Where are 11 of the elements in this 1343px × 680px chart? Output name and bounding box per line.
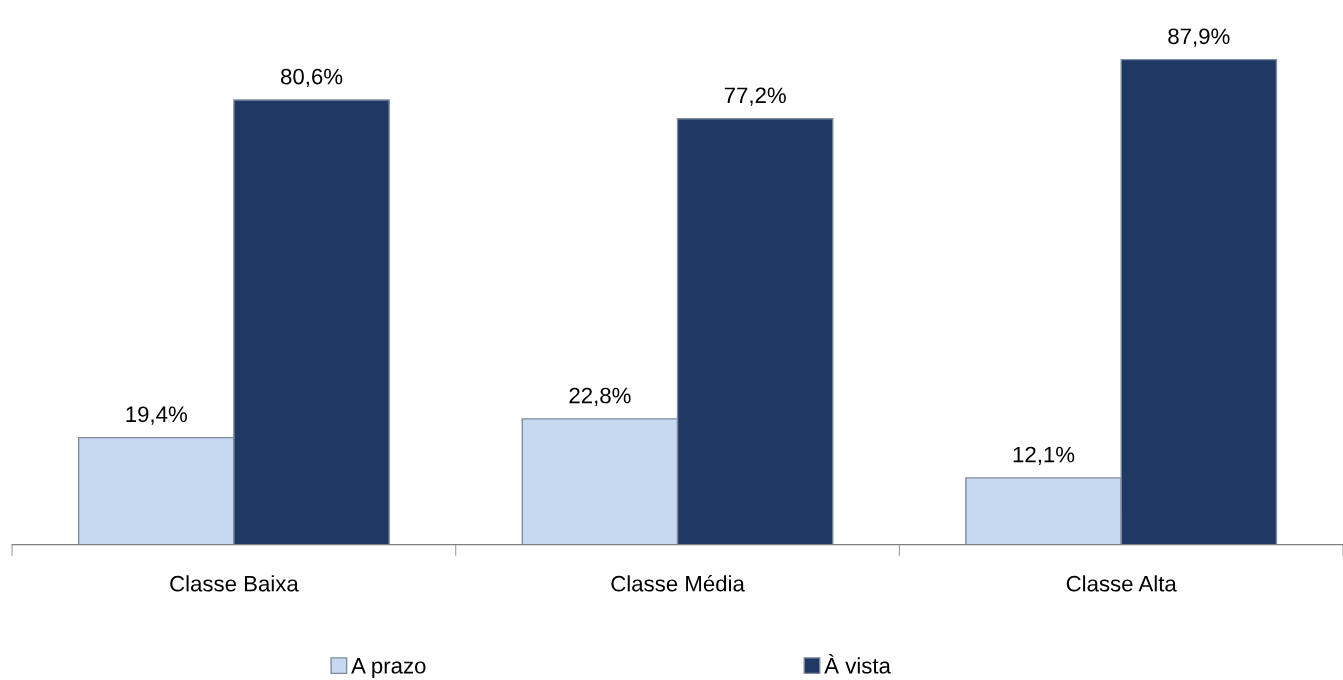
- data-label: 19,4%: [126, 406, 187, 425]
- legend-label: A prazo: [351, 658, 426, 678]
- x-tick-label: Classe Baixa: [170, 575, 299, 592]
- x-tick-label: Classe Média: [611, 574, 745, 592]
- legend-label: À vista: [824, 654, 891, 674]
- x-tick-label: Classe Alta: [1066, 575, 1177, 592]
- data-label: 12,1%: [1013, 446, 1075, 466]
- data-label: 87,9%: [1168, 28, 1230, 47]
- data-label: 22,8%: [569, 387, 631, 406]
- data-label: 77,2%: [724, 87, 786, 106]
- data-label: 80,6%: [281, 68, 343, 88]
